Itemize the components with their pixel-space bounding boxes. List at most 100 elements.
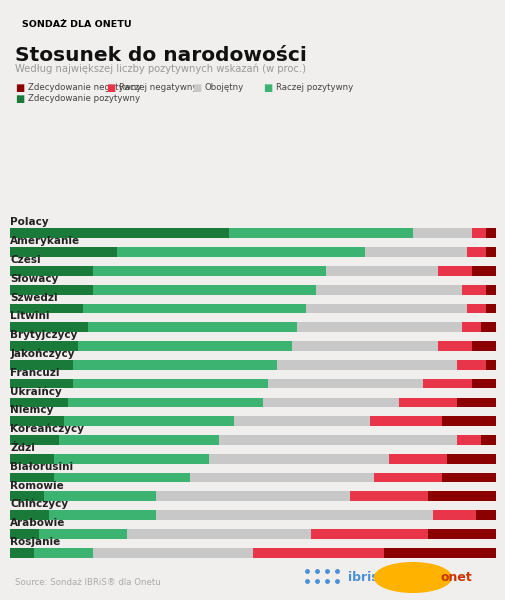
Bar: [44, 491, 156, 501]
Bar: [456, 398, 495, 407]
Bar: [461, 285, 485, 295]
Bar: [316, 285, 461, 295]
Bar: [325, 266, 437, 276]
Bar: [437, 266, 471, 276]
Bar: [209, 454, 388, 464]
Text: ■: ■: [192, 83, 201, 93]
Bar: [437, 341, 471, 351]
Bar: [219, 435, 456, 445]
Bar: [471, 379, 495, 388]
Bar: [88, 322, 296, 332]
Text: Według największej liczby pozytywnych wskazań (w proc.): Według największej liczby pozytywnych ws…: [15, 64, 306, 74]
Bar: [485, 247, 495, 257]
Text: Zdecydowanie negatywny: Zdecydowanie negatywny: [28, 83, 141, 92]
Text: Zdecydowanie pozytywny: Zdecydowanie pozytywny: [28, 94, 140, 103]
Bar: [156, 491, 349, 501]
Bar: [156, 510, 432, 520]
Bar: [64, 416, 233, 426]
Bar: [267, 379, 422, 388]
Bar: [388, 454, 446, 464]
Text: Rosjanie: Rosjanie: [10, 537, 60, 547]
Bar: [374, 473, 441, 482]
Bar: [10, 548, 34, 557]
Text: Francuzi: Francuzi: [10, 368, 60, 378]
Bar: [54, 454, 209, 464]
Bar: [471, 266, 495, 276]
Bar: [117, 247, 364, 257]
Bar: [466, 247, 485, 257]
Bar: [10, 510, 49, 520]
Bar: [471, 341, 495, 351]
Bar: [10, 529, 39, 539]
Bar: [10, 454, 54, 464]
Bar: [466, 304, 485, 313]
Bar: [92, 285, 316, 295]
Bar: [10, 491, 44, 501]
Bar: [126, 529, 311, 539]
Bar: [73, 360, 277, 370]
Text: ■: ■: [263, 83, 272, 93]
Bar: [461, 322, 480, 332]
Text: ■: ■: [15, 94, 24, 104]
Text: Niemcy: Niemcy: [10, 406, 54, 415]
Bar: [83, 304, 306, 313]
Bar: [10, 416, 64, 426]
Bar: [349, 491, 427, 501]
Text: Białorusini: Białorusini: [10, 462, 73, 472]
Text: Raczej negatywny: Raczej negatywny: [119, 83, 197, 92]
Bar: [306, 304, 466, 313]
Text: Raczej pozytywny: Raczej pozytywny: [275, 83, 352, 92]
Text: Arabowie: Arabowie: [10, 518, 65, 528]
Bar: [10, 266, 92, 276]
Bar: [10, 285, 92, 295]
Text: ■: ■: [106, 83, 115, 93]
Bar: [10, 229, 228, 238]
Bar: [413, 229, 471, 238]
Bar: [296, 322, 461, 332]
Bar: [427, 491, 495, 501]
Bar: [10, 360, 73, 370]
Bar: [480, 322, 495, 332]
Bar: [10, 322, 88, 332]
Bar: [10, 398, 68, 407]
Text: Stosunek do narodowości: Stosunek do narodowości: [15, 46, 307, 65]
Bar: [427, 529, 495, 539]
Text: Polacy: Polacy: [10, 217, 48, 227]
Bar: [10, 304, 83, 313]
Text: ibris: ibris: [347, 571, 378, 584]
Text: Szwedzi: Szwedzi: [10, 293, 58, 302]
Text: ■: ■: [15, 83, 24, 93]
Text: SONDAŻ DLA ONETU: SONDAŻ DLA ONETU: [22, 20, 132, 29]
Bar: [480, 435, 495, 445]
Bar: [10, 247, 117, 257]
Bar: [228, 229, 413, 238]
Text: Słowacy: Słowacy: [10, 274, 59, 284]
Text: Koreańczycy: Koreańczycy: [10, 424, 84, 434]
Bar: [189, 473, 374, 482]
Bar: [446, 454, 495, 464]
Text: Amerykanie: Amerykanie: [10, 236, 80, 246]
Bar: [277, 360, 456, 370]
Bar: [49, 510, 156, 520]
Bar: [54, 473, 189, 482]
Bar: [398, 398, 456, 407]
Bar: [233, 416, 369, 426]
Bar: [10, 473, 54, 482]
Text: Brytyjczycy: Brytyjczycy: [10, 330, 77, 340]
Bar: [364, 247, 466, 257]
Bar: [485, 229, 495, 238]
Bar: [252, 548, 383, 557]
Bar: [68, 398, 262, 407]
Bar: [432, 510, 476, 520]
Bar: [422, 379, 471, 388]
Bar: [485, 285, 495, 295]
Bar: [456, 360, 485, 370]
Bar: [456, 435, 480, 445]
Text: onet: onet: [439, 571, 471, 584]
Text: Ukraińcy: Ukraińcy: [10, 386, 62, 397]
Bar: [485, 360, 495, 370]
Bar: [78, 341, 291, 351]
Text: Czesi: Czesi: [10, 255, 41, 265]
Bar: [34, 548, 92, 557]
Bar: [59, 435, 219, 445]
